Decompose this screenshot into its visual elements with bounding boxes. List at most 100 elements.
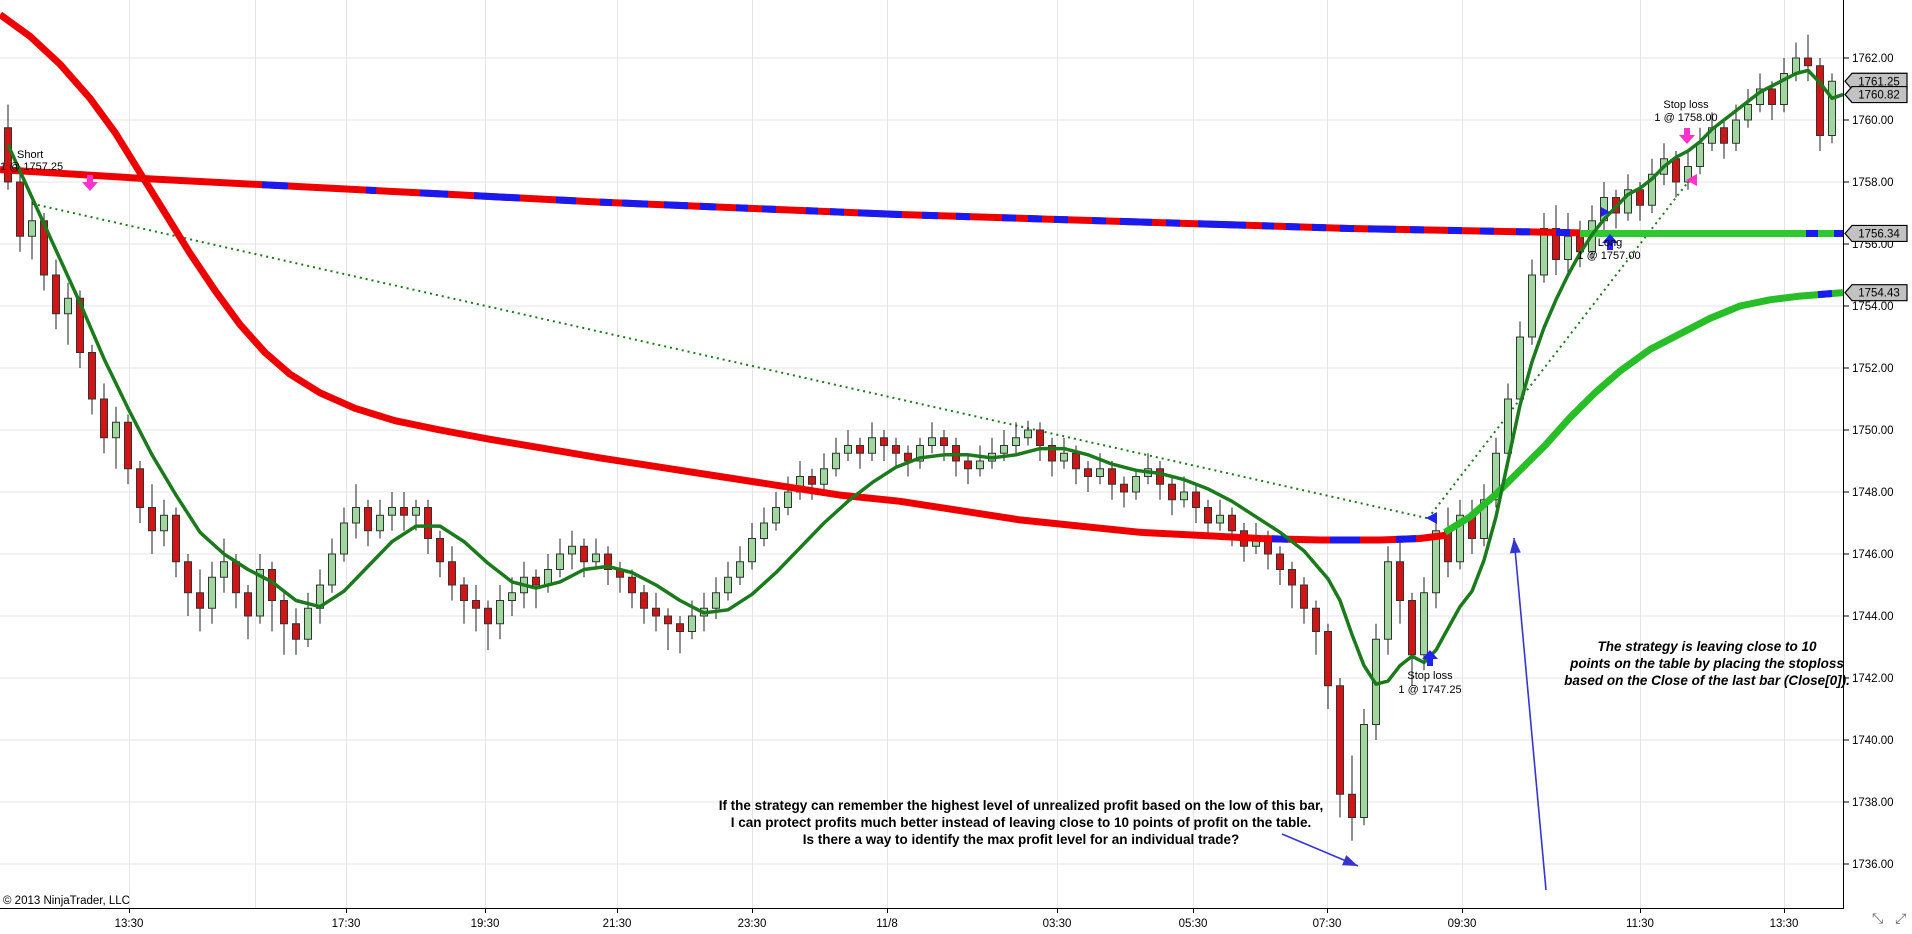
down-candle [484, 607, 492, 625]
chart-scroll-resize-icon[interactable]: ⤡ ⤢ [1872, 910, 1911, 926]
long-entry-arrow [1602, 234, 1618, 250]
short-entry-label-1: Short [17, 149, 44, 161]
y-axis-tick-label[interactable]: 1762.00 [1852, 53, 1894, 65]
down-candle [628, 576, 636, 594]
down-candle [964, 460, 972, 470]
down-candle [172, 514, 180, 563]
short-stop-line-blue-dash [761, 205, 777, 213]
trade-line-long [1427, 181, 1689, 519]
y-axis-tick-label[interactable]: 1738.00 [1852, 797, 1894, 809]
short-exit-label-2: 1 @ 1747.25 [1398, 684, 1462, 696]
x-axis-tick-label[interactable]: 19:30 [471, 918, 500, 930]
note-line: The strategy is leaving close to 10 [1597, 639, 1817, 654]
x-axis-tick-label[interactable]: 23:30 [738, 918, 767, 930]
y-axis-tick-label[interactable]: 1748.00 [1852, 487, 1894, 499]
up-candle [592, 553, 600, 563]
down-candle [4, 127, 12, 183]
up-candle [568, 545, 576, 555]
y-axis-tick-label[interactable]: 1744.00 [1852, 611, 1894, 623]
up-candle [1744, 104, 1752, 121]
down-candle [1228, 514, 1236, 532]
up-candle [1696, 142, 1704, 167]
up-candle [928, 437, 936, 446]
fast-ma-value-tag-text: 1760.82 [1858, 90, 1900, 102]
long-entry-label-2: 1 @ 1757.00 [1577, 250, 1641, 262]
x-axis-tick-label[interactable]: 09:30 [1448, 918, 1477, 930]
down-candle [1300, 584, 1308, 609]
x-axis-tick-label[interactable]: 07:30 [1313, 918, 1342, 930]
slow-ma-red-blue-dash [1395, 535, 1417, 543]
annotation-note-right: The strategy is leaving close to 10 poin… [1512, 638, 1902, 689]
x-axis-tick-label[interactable]: 21:30 [603, 918, 632, 930]
down-candle [196, 592, 204, 609]
x-axis-tick-label[interactable]: 13:30 [115, 918, 144, 930]
y-axis-tick-label[interactable]: 1736.00 [1852, 859, 1894, 871]
down-candle [1312, 607, 1320, 632]
down-candle [1204, 507, 1212, 524]
up-candle [112, 421, 120, 439]
x-axis-tick-label[interactable]: 11:30 [1626, 918, 1654, 930]
down-candle [400, 507, 408, 516]
up-candle [1420, 592, 1428, 656]
up-candle [916, 445, 924, 462]
up-candle [1096, 468, 1104, 477]
up-candle [1780, 73, 1788, 105]
short-stop-line-blue-dash [365, 186, 377, 195]
down-candle [124, 421, 132, 470]
short-stop-line [0, 166, 1581, 237]
up-candle [1432, 530, 1440, 594]
down-candle [364, 507, 372, 532]
y-axis-tick-label[interactable]: 1752.00 [1852, 363, 1894, 375]
short-stop-line-blue-dash [1119, 217, 1153, 226]
up-candle [1540, 228, 1548, 276]
down-candle [1168, 483, 1176, 501]
last-price-tag-text: 1761.25 [1858, 76, 1900, 88]
x-axis-tick-label[interactable]: 13:30 [1770, 918, 1799, 930]
down-candle [1804, 57, 1812, 67]
down-candle [1324, 631, 1332, 687]
up-candle [1456, 514, 1464, 563]
y-axis-tick-label[interactable]: 1742.00 [1852, 673, 1894, 685]
up-candle [688, 615, 696, 632]
y-axis-tick-label[interactable]: 1758.00 [1852, 177, 1894, 189]
x-axis-tick-label[interactable]: 03:30 [1043, 918, 1072, 930]
long-entry-label-1: Long [1597, 237, 1623, 249]
up-candle [496, 600, 504, 625]
x-axis-tick-label[interactable]: 11/8 [876, 918, 898, 930]
up-candle [208, 576, 216, 609]
down-candle [1552, 228, 1560, 260]
up-candle [724, 576, 732, 594]
x-axis-tick-label[interactable]: 17:30 [332, 918, 361, 930]
y-axis-tick-label[interactable]: 1750.00 [1852, 425, 1894, 437]
y-axis-tick-label[interactable]: 1740.00 [1852, 735, 1894, 747]
down-candle [244, 592, 252, 617]
up-candle [412, 507, 420, 516]
trade-line-short [31, 202, 1429, 520]
down-candle [100, 398, 108, 439]
down-candle [676, 623, 684, 632]
y-axis-tick-label[interactable]: 1760.00 [1852, 115, 1894, 127]
down-candle [448, 561, 456, 586]
short-stop-line-blue-dash [261, 181, 289, 190]
down-candle [76, 297, 84, 353]
y-axis-tick-label[interactable]: 1746.00 [1852, 549, 1894, 561]
long-exit-arrow [1679, 128, 1695, 144]
up-candle [1564, 235, 1572, 260]
up-candle [832, 452, 840, 470]
note-line: based on the Close of the last bar (Clos… [1564, 673, 1850, 688]
short-entry-arrow [82, 175, 98, 191]
x-axis-tick-label[interactable]: 05:30 [1179, 918, 1208, 930]
up-candle [1384, 561, 1392, 640]
down-candle [148, 507, 156, 532]
down-candle [1120, 483, 1128, 493]
short-exit-label-1: Stop loss [1407, 670, 1453, 682]
down-candle [664, 615, 672, 625]
down-candle [1720, 127, 1728, 144]
up-candle [352, 507, 360, 524]
up-candle [844, 445, 852, 454]
y-axis-tick-label[interactable]: 1754.00 [1852, 301, 1894, 313]
down-candle [1636, 189, 1644, 206]
down-candle [1672, 158, 1680, 183]
up-candle [1492, 452, 1500, 501]
